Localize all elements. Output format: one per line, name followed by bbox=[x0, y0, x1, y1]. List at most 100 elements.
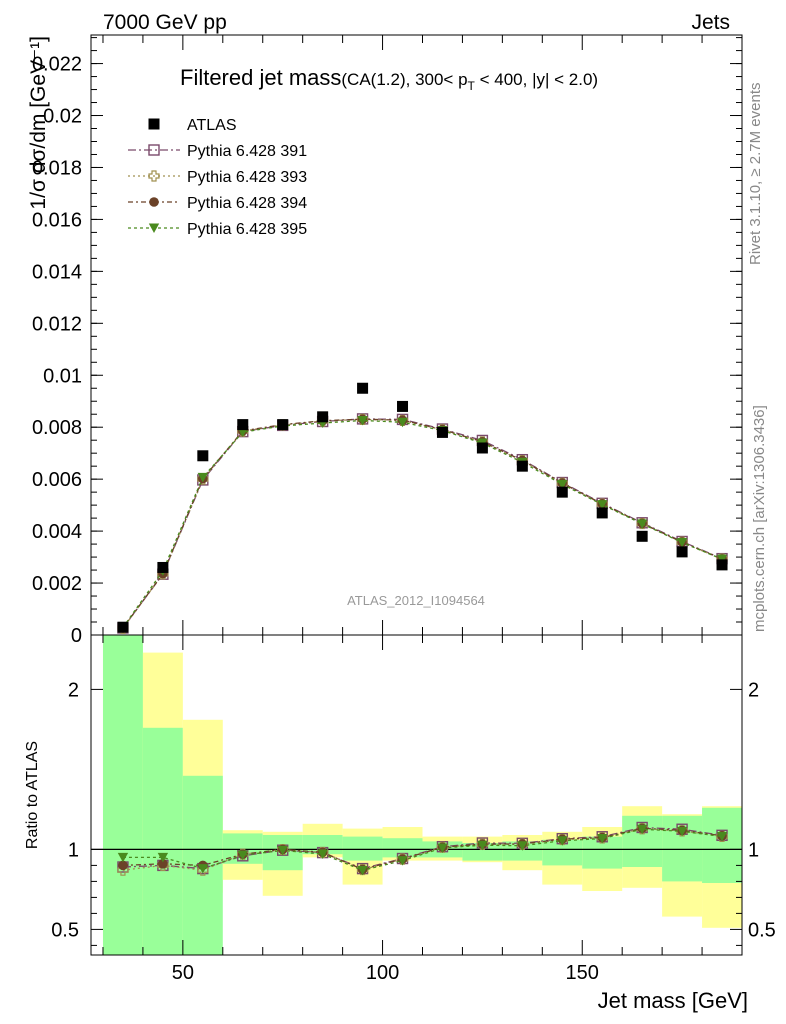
stat-uncertainty-band bbox=[102, 635, 143, 955]
chart-title-cuts: (CA(1.2), 300< p bbox=[341, 70, 467, 89]
y-tick-label: 0.008 bbox=[32, 417, 82, 439]
rivet-credit: Rivet 3.1.10, ≥ 2.7M events bbox=[747, 83, 764, 266]
mc-ratio-point bbox=[676, 826, 688, 837]
main-y-axis: 0 0.002 0.004 0.006 0.008 0.01 0.012 0.014 0.016… bbox=[32, 37, 742, 647]
legend-marker bbox=[149, 197, 159, 207]
y-tick-label: 0 bbox=[71, 625, 82, 647]
chart-title-cuts-end: < 400, |y| < 2.0) bbox=[475, 70, 598, 89]
data-point bbox=[317, 411, 329, 423]
data-point bbox=[716, 559, 728, 571]
ratio-frame bbox=[90, 634, 743, 956]
y-tick-label: 0.004 bbox=[32, 521, 82, 543]
main-x-ticks bbox=[102, 35, 743, 635]
data-point bbox=[157, 561, 169, 573]
ratio-y-tick-label-right: 2 bbox=[748, 679, 759, 701]
x-tick-label: 50 bbox=[172, 962, 194, 984]
mc-point bbox=[676, 538, 688, 548]
main-panel: 0 0.002 0.004 0.006 0.008 0.01 0.012 0.014 0.016… bbox=[32, 34, 743, 647]
data-point bbox=[237, 419, 249, 431]
header-left: 7000 GeV pp bbox=[103, 11, 227, 34]
legend-marker bbox=[148, 170, 160, 182]
legend-label: Pythia 6.428 394 bbox=[187, 195, 307, 212]
mc-point bbox=[636, 519, 648, 529]
legend-label: Pythia 6.428 395 bbox=[187, 221, 307, 238]
ratio-y-tick-label-right: 1 bbox=[748, 839, 759, 861]
ratio-y-tick-label: 1 bbox=[68, 839, 79, 861]
data-point bbox=[197, 450, 209, 462]
stat-uncertainty-band bbox=[462, 843, 503, 861]
data-point bbox=[516, 460, 528, 472]
y-tick-label: 0.012 bbox=[32, 313, 82, 335]
stat-uncertainty-band bbox=[342, 836, 383, 861]
data-point bbox=[357, 382, 369, 394]
mc-ratio-point bbox=[597, 834, 608, 844]
stat-uncertainty-band bbox=[382, 838, 423, 858]
data-point bbox=[476, 442, 488, 454]
data-point bbox=[397, 400, 409, 412]
ratio-panel: 0.5 0.5 1 1 2 2 50 100 150 bbox=[51, 634, 776, 984]
y-tick-label: 0.018 bbox=[32, 157, 82, 179]
data-point bbox=[436, 426, 448, 438]
mc-ratio-line bbox=[122, 828, 723, 872]
y-tick-label: 0.006 bbox=[32, 469, 82, 491]
legend: ATLAS Pythia 6.428 391 Pythia 6.428 393 Pyt… bbox=[128, 117, 307, 238]
ratio-y-axis: 0.5 0.5 1 1 2 2 bbox=[51, 679, 776, 946]
ratio-bands bbox=[102, 635, 742, 955]
x-tick-label: 150 bbox=[566, 962, 599, 984]
chart-title: Filtered jet mass(CA(1.2), 300< pT < 400… bbox=[180, 65, 598, 93]
legend-label-atlas: ATLAS bbox=[187, 117, 237, 134]
y-tick-label: 0.014 bbox=[32, 261, 82, 283]
mc-point bbox=[397, 417, 408, 428]
data-point bbox=[117, 621, 129, 633]
ratio-x-ticks bbox=[102, 635, 743, 955]
mc-ratio-point bbox=[118, 860, 128, 871]
y-tick-label: 0.002 bbox=[32, 573, 82, 595]
y-tick-label: 0.016 bbox=[32, 209, 82, 231]
header-right: Jets bbox=[691, 11, 730, 34]
legend-marker-atlas bbox=[148, 118, 160, 130]
mc-ratio-point bbox=[197, 864, 209, 874]
y-tick-label: 0.01 bbox=[43, 365, 82, 387]
data-point bbox=[636, 530, 648, 542]
mc-ratio-point bbox=[158, 859, 168, 869]
y-axis-label-main: 1/σ dσ/dm [GeV⁻¹] bbox=[27, 36, 50, 210]
data-point bbox=[596, 507, 608, 519]
legend-marker bbox=[148, 223, 160, 233]
stat-uncertainty-band bbox=[702, 807, 742, 883]
mc-ratio-point bbox=[397, 856, 408, 866]
mc-ratio-point bbox=[716, 831, 728, 842]
stat-uncertainty-band bbox=[142, 727, 183, 955]
mc-line bbox=[122, 419, 723, 628]
y-tick-label: 0.02 bbox=[43, 106, 82, 128]
mc-ratio-line bbox=[122, 827, 723, 871]
legend-label: Pythia 6.428 391 bbox=[187, 143, 307, 160]
data-point bbox=[556, 486, 568, 498]
legend-marker bbox=[148, 144, 160, 156]
mc-ratio-point bbox=[357, 865, 368, 876]
x-axis-label: Jet mass [GeV] bbox=[598, 988, 748, 1013]
y-axis-label-ratio: Ratio to ATLAS bbox=[24, 741, 41, 849]
mc-point bbox=[597, 500, 608, 510]
mc-ratio-point bbox=[437, 843, 448, 853]
mc-ratio-point bbox=[477, 840, 488, 851]
mc-ratio-point bbox=[117, 852, 129, 863]
ratio-y-tick-label: 0.5 bbox=[51, 919, 79, 941]
chart-title-sub: T bbox=[468, 79, 476, 93]
ratio-y-tick-label-right: 0.5 bbox=[748, 919, 776, 941]
y-tick-label: 0.022 bbox=[32, 54, 82, 76]
mc-point bbox=[197, 472, 209, 483]
mc-point bbox=[357, 415, 368, 426]
mcplots-credit: mcplots.cern.ch [arXiv:1306.3436] bbox=[751, 405, 768, 632]
mc-ratio-point bbox=[636, 824, 648, 835]
data-point bbox=[676, 546, 688, 558]
mc-ratio-point bbox=[517, 841, 528, 851]
x-tick-label: 100 bbox=[366, 962, 399, 984]
chart-title-main: Filtered jet mass bbox=[180, 65, 341, 90]
ratio-y-tick-label: 2 bbox=[68, 679, 79, 701]
mc-ratio-point bbox=[277, 845, 288, 856]
data-point bbox=[277, 419, 289, 431]
legend-label: Pythia 6.428 393 bbox=[187, 169, 307, 186]
mc-point bbox=[557, 479, 568, 490]
stat-uncertainty-band bbox=[502, 841, 543, 861]
